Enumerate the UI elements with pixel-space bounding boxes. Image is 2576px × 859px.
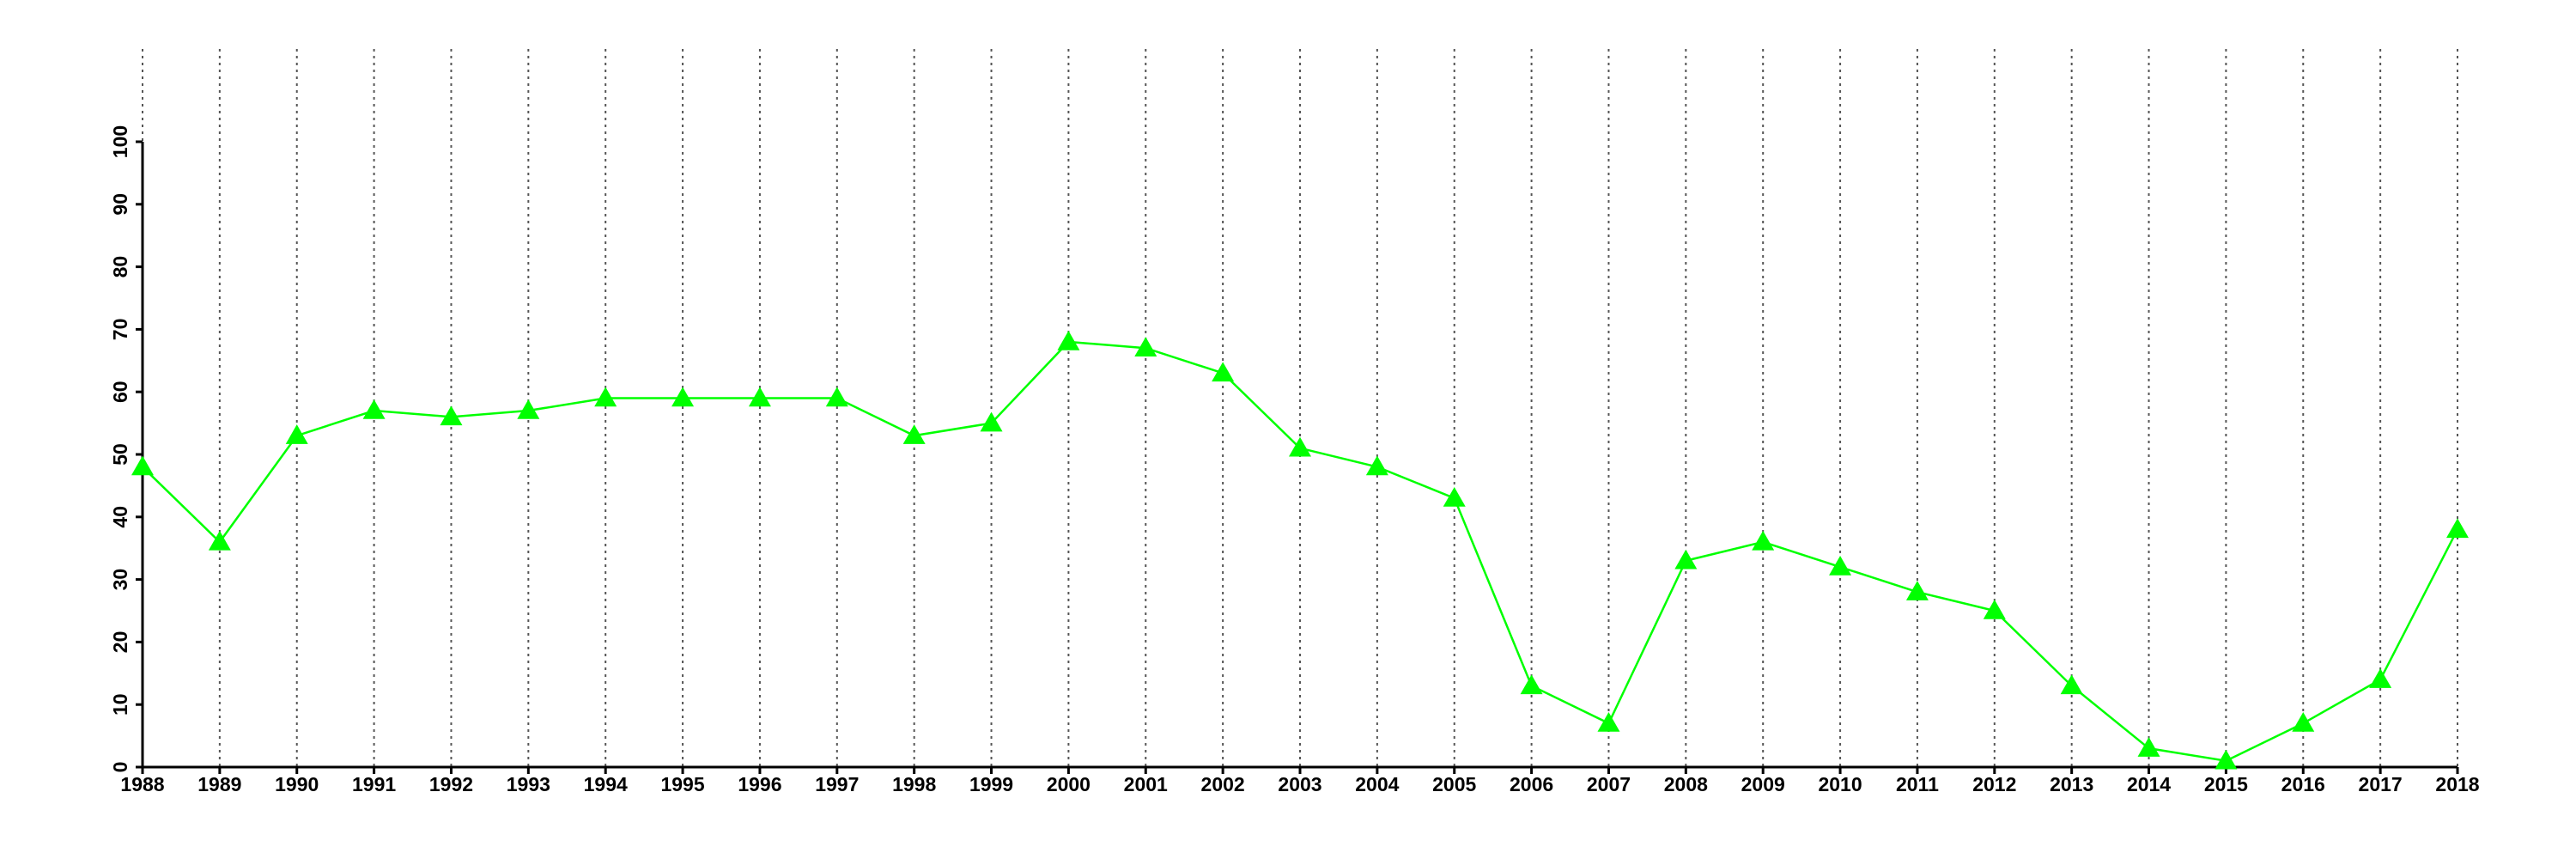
x-tick-label: 1998 [892,773,936,795]
y-tick-label: 50 [109,443,131,466]
marker [2292,712,2315,732]
y-tick-label: 40 [109,506,131,528]
marker [208,530,231,551]
plot: 1988 1989 1990 1991 1992 1993 1994 1995 1996 1997… [109,125,2480,795]
y-tick-label: 70 [109,319,131,341]
marker [2060,674,2083,695]
marker [1212,362,1235,382]
marker [1905,581,1929,600]
x-tick-label: 1995 [660,773,704,795]
marker [1443,486,1466,507]
y-tick-label: 80 [109,256,131,278]
marker [2369,668,2392,688]
marker [1134,337,1157,356]
marker [1829,556,1852,576]
y-tick-label: 100 [109,125,131,158]
marker [285,424,308,444]
x-tick-label: 1989 [197,773,241,795]
marker [1597,712,1620,732]
x-tick-label: 2002 [1201,773,1245,795]
x-tick-label: 1997 [815,773,859,795]
x-tick-label: 2013 [2050,773,2093,795]
marker [1520,674,1543,695]
marker [1674,549,1698,570]
x-tick-label: 1990 [275,773,319,795]
x-tick-label: 1993 [507,773,550,795]
marker [594,387,617,407]
marker [748,387,771,407]
marker [362,399,386,419]
marker [2215,749,2238,770]
marker [902,424,926,444]
x-tick-label: 2015 [2204,773,2248,795]
marker [1057,330,1080,350]
x-tick-label: 2012 [1972,773,2016,795]
y-tick-label: 10 [109,693,131,716]
marker [1983,600,2006,619]
marker [131,455,154,476]
marker [2137,737,2160,757]
x-tick-label: 2016 [2281,773,2325,795]
marker [1365,455,1388,476]
x-tick-label: 1996 [738,773,781,795]
marker [671,387,695,407]
x-tick-label: 1988 [120,773,164,795]
y-tick-label: 90 [109,193,131,216]
x-tick-label: 2005 [1432,773,1476,795]
y-tick-label: 20 [109,631,131,654]
marker [980,411,1003,432]
y-tick-label: 60 [109,381,131,403]
x-tick-label: 2000 [1047,773,1091,795]
x-tick-label: 2003 [1278,773,1321,795]
marker [1289,436,1311,457]
x-tick-label: 2018 [2435,773,2479,795]
x-tick-label: 2006 [1510,773,1553,795]
marker [2446,518,2469,539]
x-tick-label: 2007 [1587,773,1631,795]
x-tick-label: 1992 [429,773,473,795]
x-tick-label: 1991 [352,773,396,795]
x-tick-label: 2009 [1741,773,1785,795]
x-tick-label: 2010 [1818,773,1862,795]
y-tick-label: 30 [109,569,131,591]
x-tick-label: 1999 [969,773,1013,795]
marker [440,405,463,426]
marker [825,387,848,407]
x-tick-label: 2017 [2359,773,2403,795]
x-tick-label: 2001 [1124,773,1168,795]
x-tick-label: 2004 [1355,773,1399,795]
x-tick-label: 2014 [2127,773,2171,795]
marker [1752,530,1775,551]
y-tick-label: 0 [109,762,131,773]
x-tick-label: 1994 [584,773,628,795]
x-tick-label: 2008 [1664,773,1708,795]
x-tick-label: 2011 [1896,773,1939,795]
marker [517,399,540,419]
